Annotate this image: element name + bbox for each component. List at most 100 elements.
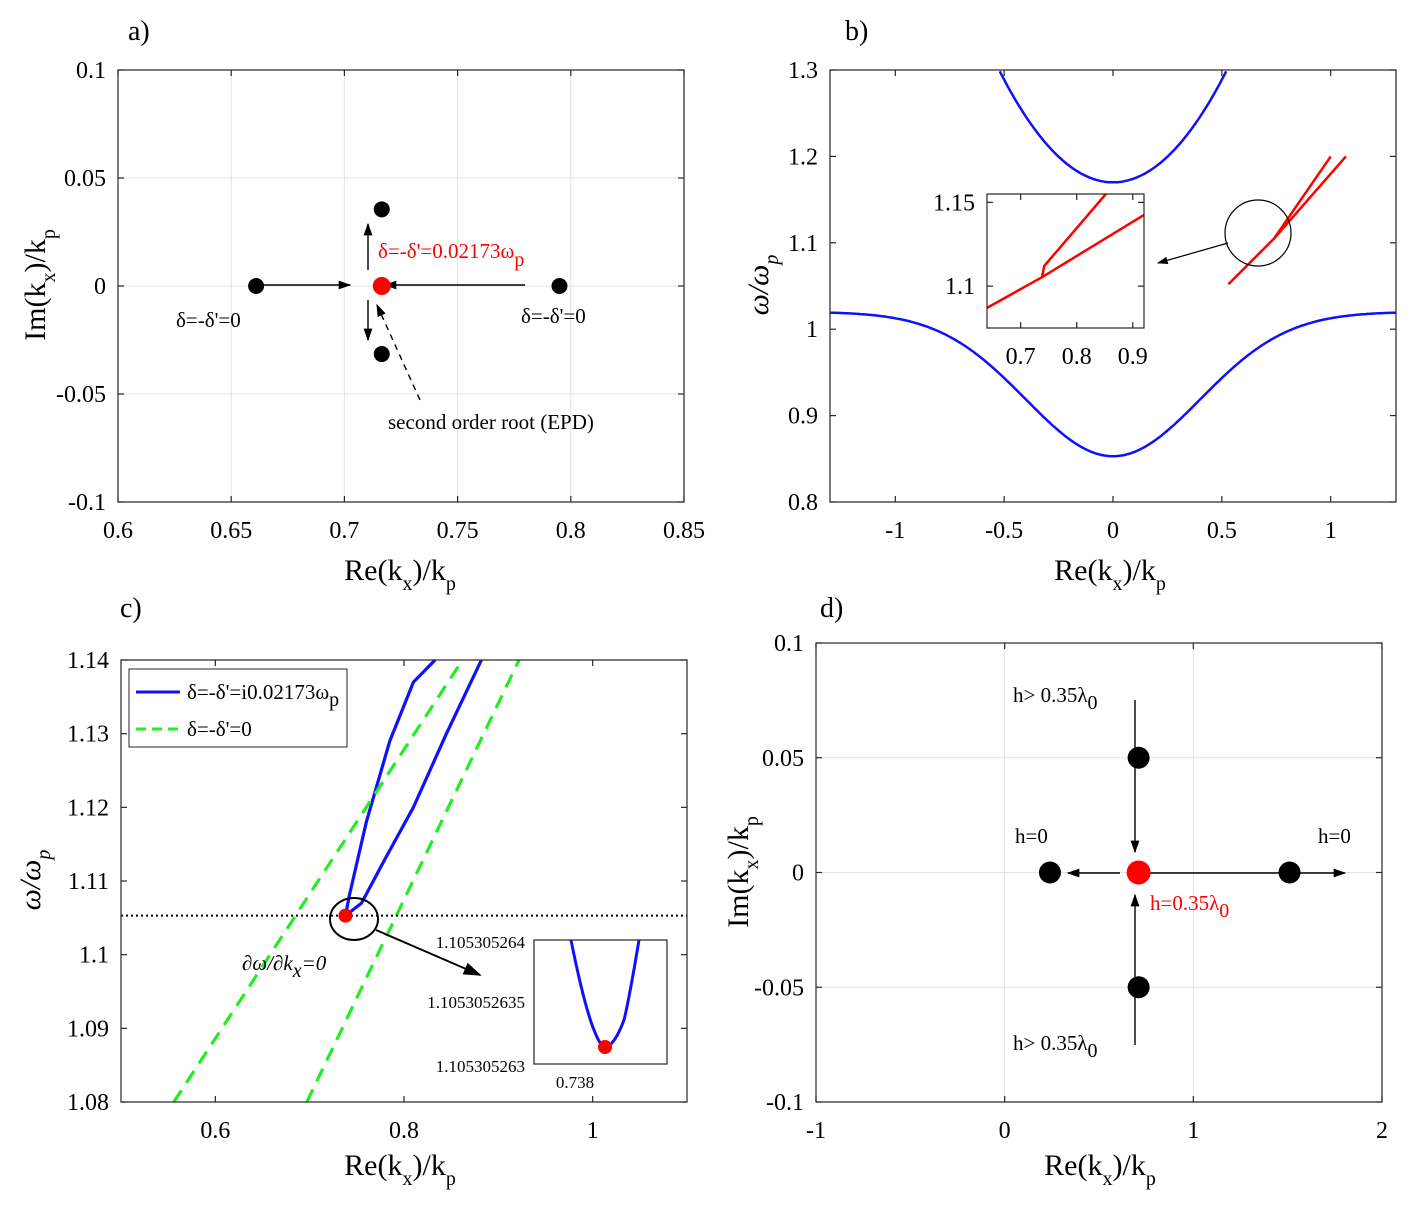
x-tick-label: -1	[806, 1118, 826, 1144]
panel-b-zoom-circle	[1224, 199, 1292, 267]
panel-d: d) -1 0 1 2 0.1 0.05 0 -0.05 -0.1 h=0 h=0 h=0.35…	[722, 593, 1388, 1190]
root-point	[373, 201, 390, 218]
y-tick-label: 1.3	[788, 58, 818, 84]
inset-ytick-1: 1.105305264	[436, 933, 526, 952]
y-tick-label: -0.05	[56, 382, 106, 408]
panel-d-ticks: -1 0 1 2 0.1 0.05 0 -0.05 -0.1	[754, 631, 1388, 1144]
y-tick-label: 1.14	[67, 648, 109, 674]
y-tick-label: -0.1	[766, 1090, 804, 1116]
panel-c-ylabel: ω/ωp	[14, 850, 55, 911]
y-tick-label: 1.13	[67, 722, 109, 748]
blue-right-curve	[344, 659, 483, 917]
y-tick-label: 1.15	[933, 190, 975, 216]
panel-c: c) 0.6 0.8 1 1.14 1.13 1.12 1.11 1.1 1.09 1.08 δ=…	[14, 593, 688, 1190]
panel-b-xlabel: Re(kx)/kp	[1054, 554, 1166, 595]
annotation-h-greater-bottom: h> 0.35λ0	[1013, 1031, 1098, 1062]
root-point	[248, 278, 265, 294]
inset-ytick-2: 1.1053052635	[427, 993, 525, 1012]
y-tick-label: 0.1	[774, 631, 804, 657]
annotation-delta-zero-left: δ=-δ'=0	[176, 308, 241, 332]
annotation-delta-zero-right: δ=-δ'=0	[521, 304, 586, 328]
x-tick-label: -1	[885, 518, 905, 544]
y-tick-label: 0.05	[762, 746, 804, 772]
green-left-curve	[172, 659, 464, 1103]
y-tick-label: -0.05	[754, 975, 804, 1001]
panel-c-inset-frame	[533, 939, 668, 1065]
x-tick-label: 0.7	[329, 518, 359, 544]
panel-a-tag: a)	[128, 16, 150, 47]
panel-d-points	[1038, 746, 1301, 999]
y-tick-label: 1.2	[788, 144, 818, 170]
legend-label-blue: δ=-δ'=i0.02173ωp	[187, 680, 339, 711]
annotation-derivative-zero: ∂ω/∂kx=0	[242, 951, 327, 982]
x-tick-label: 1	[587, 1118, 599, 1144]
panel-a-grid	[117, 69, 685, 503]
green-right-curve	[305, 659, 521, 1103]
panel-a-ylabel: Im(kx)/kp	[19, 229, 60, 341]
panel-c-tag: c)	[120, 593, 142, 624]
y-tick-label: 0	[94, 274, 106, 300]
x-tick-label: 2	[1376, 1118, 1388, 1144]
y-tick-label: 1.12	[67, 795, 109, 821]
x-tick-label: 0.5	[1207, 518, 1237, 544]
panel-c-zoom-circle	[329, 897, 379, 941]
lower-band-curve	[830, 311, 1396, 458]
y-tick-label: 1.1	[788, 231, 818, 257]
panel-a-xlabel: Re(kx)/kp	[344, 554, 456, 595]
panel-b-curves	[830, 70, 1396, 458]
panel-b: b) -1 -0.5 0 0.5 1 1.3 1.2 1.1 1 0.9 0.8 0.7 0.8 0.9…	[742, 16, 1397, 595]
root-point	[1127, 976, 1150, 999]
panel-b-tag: b)	[845, 16, 868, 47]
root-point	[551, 278, 568, 294]
panel-c-inset: 1.105305264 1.1053052635 1.105305263 0.7…	[427, 933, 668, 1092]
x-tick-label: 1	[1325, 518, 1337, 544]
legend-box	[128, 668, 348, 748]
root-point	[1038, 861, 1061, 884]
y-tick-label: 0	[792, 861, 804, 887]
panel-b-ylabel: ω/ωp	[742, 255, 783, 316]
x-tick-label: -0.5	[985, 518, 1023, 544]
root-point	[1278, 861, 1301, 884]
y-tick-label: 0.8	[788, 490, 818, 516]
x-tick-label: 0.65	[210, 518, 252, 544]
y-tick-label: 0.9	[788, 404, 818, 430]
y-tick-label: 1.09	[67, 1016, 109, 1042]
panel-d-arrows	[1066, 700, 1347, 1045]
panel-c-ticks: 0.6 0.8 1 1.14 1.13 1.12 1.11 1.1 1.09 1.08	[67, 648, 687, 1144]
panel-c-legend: δ=-δ'=i0.02173ωp δ=-δ'=0	[128, 668, 348, 748]
x-tick-label: 1	[1187, 1118, 1199, 1144]
y-tick-label: -0.1	[68, 490, 106, 516]
root-point	[1127, 746, 1150, 769]
y-tick-label: 0.05	[64, 166, 106, 192]
x-tick-label: 0	[999, 1118, 1011, 1144]
annotation-h-critical: h=0.35λ0	[1150, 891, 1229, 922]
y-tick-label: 0.1	[76, 58, 106, 84]
x-tick-label: 0.8	[389, 1118, 419, 1144]
annotation-delta-ep-main: δ=-δ'=0.02173ω	[378, 239, 514, 263]
x-tick-label: 0.8	[556, 518, 586, 544]
y-tick-label: 1.08	[67, 1090, 109, 1116]
x-tick-label: 0.75	[437, 518, 479, 544]
x-tick-label: 0.85	[663, 518, 705, 544]
x-tick-label: 0.8	[1062, 344, 1092, 370]
inset-xtick-1: 0.738	[556, 1073, 594, 1092]
panel-c-zoom-arrow	[375, 929, 482, 976]
annotation-h-zero-left: h=0	[1015, 824, 1048, 848]
panel-b-inset-bg	[987, 194, 1144, 328]
annotation-epd: second order root (EPD)	[388, 410, 594, 434]
panel-b-ticks: -1 -0.5 0 0.5 1 1.3 1.2 1.1 1 0.9 0.8	[788, 58, 1396, 544]
panel-d-tag: d)	[820, 593, 843, 624]
panel-d-ylabel: Im(kx)/kp	[722, 816, 763, 928]
panel-c-inset-ep-point	[598, 1040, 612, 1054]
ep-point	[372, 277, 391, 295]
panel-a-arrows	[263, 222, 525, 401]
ep-point	[1126, 860, 1151, 885]
annotation-delta-ep-sub: p	[514, 249, 524, 271]
ep-point	[338, 908, 353, 923]
x-tick-label: 0.9	[1118, 344, 1148, 370]
panel-a: a) 0.6 0.65 0.7 0.75 0.8 0.85 0.1 0.05 0 -0.05 -0.…	[19, 16, 705, 595]
red-branch-2	[1273, 155, 1332, 240]
x-tick-label: 0.7	[1006, 344, 1036, 370]
legend-label-green: δ=-δ'=0	[187, 717, 252, 741]
